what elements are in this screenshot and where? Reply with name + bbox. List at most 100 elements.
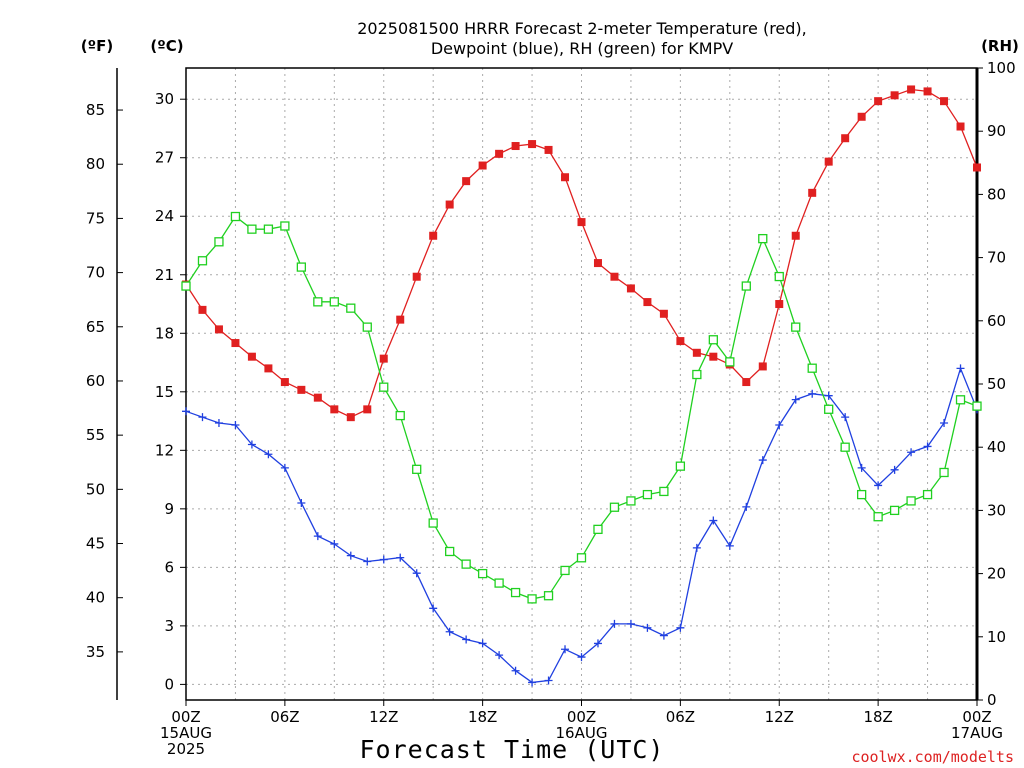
celsius-tick-label: 24 [155,207,174,225]
data-point [214,237,224,247]
data-point [528,140,537,149]
data-point [923,87,932,96]
fahrenheit-tick-label: 45 [86,535,105,553]
data-point [330,405,339,414]
rh-tick-label: 0 [987,691,997,709]
data-point [231,420,240,429]
data-point [313,297,323,307]
data-point [758,456,767,465]
data-point [561,173,570,182]
x-tick-label: 16AUG [556,724,608,742]
tick-labels: 0 3 6 9 12 15 18 21 24 27 30 35 40 45 50 55 60 65 70 75 80 85… [86,59,1016,758]
credit-text: coolwx.com/modelts [851,748,1014,766]
data-point [412,464,422,474]
celsius-tick-label: 6 [164,558,174,576]
axes [116,67,979,701]
data-point [890,465,899,474]
rh-tick-label: 20 [987,565,1006,583]
rh-tick-label: 70 [987,249,1006,267]
data-point [643,623,652,632]
data-point [247,440,256,449]
data-point [626,619,635,628]
data-point [429,231,438,240]
data-point [544,145,553,154]
data-point [544,676,553,685]
celsius-tick-label: 30 [155,90,174,108]
x-tick-label: 18Z [863,708,892,726]
fahrenheit-tick-label: 35 [86,643,105,661]
rh-tick-label: 50 [987,375,1006,393]
data-point [610,619,619,628]
data-point [907,85,916,94]
data-point [247,224,257,234]
data-point [346,303,356,313]
data-point [972,401,982,411]
data-point [907,448,916,457]
x-tick-label: 2025 [167,740,205,758]
data-point [495,149,504,158]
x-tick-label: 12Z [369,708,398,726]
celsius-unit-label: (ºC) [150,37,183,55]
fahrenheit-tick-label: 85 [86,101,105,119]
celsius-tick-label: 27 [155,149,174,167]
x-tick-label: 06Z [270,708,299,726]
fahrenheit-tick-label: 60 [86,372,105,390]
data-point [429,604,438,613]
fahrenheit-unit-label: (ºF) [81,37,113,55]
data-point [264,450,273,459]
data-point [494,578,504,588]
fahrenheit-tick-label: 65 [86,318,105,336]
x-axis-title: Forecast Time (UTC) [360,735,665,764]
data-point [955,395,966,405]
data-point [642,489,653,500]
celsius-tick-label: 0 [164,675,174,693]
plot-frame [185,67,978,701]
celsius-tick-label: 21 [155,266,174,284]
data-point [445,200,454,209]
data-point [742,502,751,511]
data-point [231,339,240,348]
data-point [182,407,190,416]
data-point [709,516,718,525]
rh-tick-label: 100 [987,59,1016,77]
celsius-tick-label: 15 [155,383,174,401]
data-point [297,385,306,394]
data-point [758,233,768,244]
data-point [495,651,504,660]
data-point [462,635,471,644]
data-point [461,559,471,569]
data-point [593,259,602,268]
data-point [725,541,734,550]
data-point [561,645,570,654]
x-tick-label: 18Z [468,708,497,726]
data-point [659,486,669,497]
data-point [511,666,520,675]
celsius-tick-label: 18 [155,324,174,342]
data-point [824,157,833,166]
data-point [940,419,949,428]
data-point [428,518,438,528]
data-point [791,231,800,240]
data-point [197,256,208,266]
data-point [379,555,388,564]
data-point [396,315,405,324]
data-point [280,378,289,387]
data-point [395,410,405,421]
data-point [396,553,405,562]
data-point [610,272,619,281]
data-point [774,271,784,282]
data-point [280,221,290,231]
data-point [692,369,702,380]
data-point [808,389,817,398]
data-point [956,122,965,131]
data-point [543,591,554,601]
data-point [362,322,372,332]
x-tick-label: 00Z [962,708,991,726]
x-tick-label: 15AUG [160,724,212,742]
data-point [775,420,784,429]
data-point [922,489,933,500]
data-point [379,382,389,392]
data-point [808,188,817,197]
data-point [609,502,620,512]
